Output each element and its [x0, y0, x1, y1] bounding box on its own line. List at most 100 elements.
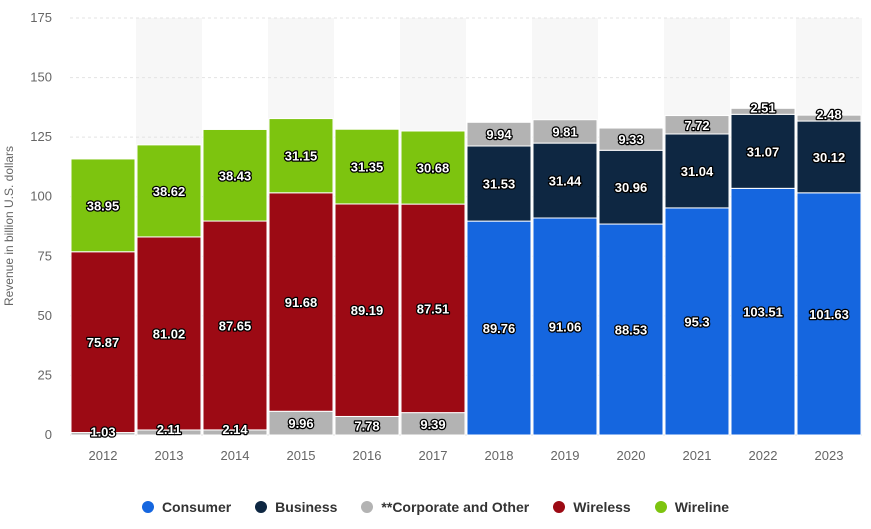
- bar-segment[interactable]: [598, 127, 664, 151]
- bar-segment[interactable]: [268, 192, 334, 412]
- bar-segment[interactable]: [532, 142, 598, 219]
- data-labels: 1.03 75.87 38.95 2.11 81.02 38.62 2.14 87.65 38.…: [85, 99, 850, 441]
- bar-segment[interactable]: [664, 115, 730, 135]
- data-label: 31.44: [549, 174, 582, 189]
- bar-segment[interactable]: [334, 128, 400, 205]
- x-tick-label: 2023: [815, 448, 844, 463]
- bar-segment[interactable]: [466, 220, 532, 436]
- bar-segment[interactable]: [70, 158, 136, 253]
- y-tick-label: 75: [38, 248, 52, 263]
- data-label: 31.53: [483, 177, 516, 192]
- data-label: 88.53: [615, 323, 648, 338]
- data-label: 31.04: [681, 164, 714, 179]
- x-tick-label: 2013: [155, 448, 184, 463]
- bar-segment[interactable]: [202, 128, 268, 222]
- data-label: 38.95: [87, 198, 120, 213]
- legend-swatch: [255, 501, 268, 513]
- bar-segment[interactable]: [202, 220, 268, 431]
- data-label: 30.96: [615, 180, 648, 195]
- data-label: 9.39: [420, 417, 445, 432]
- legend-item[interactable]: Business: [255, 499, 337, 515]
- bar-segment[interactable]: [466, 145, 532, 222]
- legend-item[interactable]: **Corporate and Other: [361, 499, 529, 515]
- x-axis-ticks: 2012 2013 2014 2015 2016 2017 2018 2019 2020 2021…: [89, 448, 844, 463]
- data-label: 38.62: [153, 184, 186, 199]
- data-label: 89.19: [351, 303, 384, 318]
- y-axis-title: Revenue in billion U.S. dollars: [2, 146, 16, 306]
- x-tick-label: 2018: [485, 448, 514, 463]
- x-tick-label: 2019: [551, 448, 580, 463]
- data-label: 91.06: [549, 320, 582, 335]
- y-tick-label: 50: [38, 308, 52, 323]
- data-label: 7.78: [354, 419, 379, 434]
- bar-segment[interactable]: [730, 113, 796, 189]
- legend-swatch: [361, 501, 374, 513]
- data-label: 101.63: [809, 307, 849, 322]
- bar-segment[interactable]: [730, 187, 796, 436]
- bar-segment[interactable]: [664, 207, 730, 436]
- data-label: 9.33: [618, 132, 643, 147]
- legend-item[interactable]: Consumer: [141, 499, 232, 515]
- data-label: 9.96: [288, 416, 313, 431]
- x-tick-label: 2012: [89, 448, 118, 463]
- bar-segment[interactable]: [796, 192, 862, 436]
- data-label: 81.02: [153, 326, 186, 341]
- data-label: 75.87: [87, 335, 120, 350]
- x-tick-label: 2014: [221, 448, 250, 463]
- x-tick-label: 2017: [419, 448, 448, 463]
- data-label: 30.68: [417, 161, 450, 176]
- data-label: 95.3: [684, 314, 709, 329]
- x-tick-label: 2021: [683, 448, 712, 463]
- y-axis-ticks: 0 25 50 75 100 125 150 175: [30, 10, 52, 442]
- bar-segment[interactable]: [532, 217, 598, 436]
- bar-segment[interactable]: [400, 130, 466, 205]
- legend-swatch: [141, 501, 154, 513]
- data-label: 2.11: [157, 422, 182, 437]
- bar-segment[interactable]: [136, 144, 202, 238]
- data-label: 31.07: [747, 144, 780, 159]
- y-tick-label: 150: [30, 70, 52, 85]
- bar-segment[interactable]: [730, 107, 796, 115]
- x-tick-label: 2016: [353, 448, 382, 463]
- bar-segment[interactable]: [70, 251, 136, 434]
- data-label: 89.76: [483, 321, 516, 336]
- bar-segment[interactable]: [400, 203, 466, 414]
- data-label: 9.81: [552, 124, 577, 139]
- data-label: 87.51: [417, 301, 450, 316]
- bar-segment[interactable]: [136, 236, 202, 431]
- legend-label: Consumer: [161, 499, 232, 515]
- data-label: 30.12: [813, 150, 846, 165]
- data-label: 91.68: [285, 295, 318, 310]
- legend-item[interactable]: Wireline: [654, 499, 730, 515]
- data-label: 1.03: [90, 425, 115, 440]
- legend-swatch: [654, 501, 667, 513]
- legend-label: Business: [275, 499, 338, 515]
- data-label: 31.35: [351, 160, 384, 175]
- y-tick-label: 25: [38, 367, 52, 382]
- bar-segment[interactable]: [532, 119, 598, 144]
- y-tick-label: 100: [30, 189, 52, 204]
- x-tick-label: 2020: [617, 448, 646, 463]
- data-label: 87.65: [219, 318, 252, 333]
- data-label: 103.51: [743, 305, 783, 320]
- data-label: 2.51: [750, 100, 775, 115]
- legend-swatch: [553, 501, 566, 513]
- stacked-bar-chart: 0 25 50 75 100 125 150 175 Revenue in billion U…: [2, 10, 862, 463]
- data-label: 2.48: [816, 107, 841, 122]
- legend-label: Wireline: [674, 499, 730, 515]
- legend: Consumer Business **Corporate and Other Wir…: [0, 495, 871, 519]
- x-tick-label: 2022: [749, 448, 778, 463]
- bars: [70, 107, 862, 436]
- bar-segment[interactable]: [796, 114, 862, 122]
- data-label: 7.72: [684, 118, 709, 133]
- bar-segment[interactable]: [466, 121, 532, 147]
- y-tick-label: 175: [30, 10, 52, 25]
- data-label: 2.14: [222, 422, 248, 437]
- legend-label: **Corporate and Other: [381, 499, 530, 515]
- bar-segment[interactable]: [268, 118, 334, 194]
- bar-segment[interactable]: [796, 120, 862, 194]
- bar-segment[interactable]: [664, 133, 730, 209]
- data-label: 38.43: [219, 168, 252, 183]
- legend-item[interactable]: Wireless: [553, 499, 631, 515]
- bar-segment[interactable]: [334, 203, 400, 417]
